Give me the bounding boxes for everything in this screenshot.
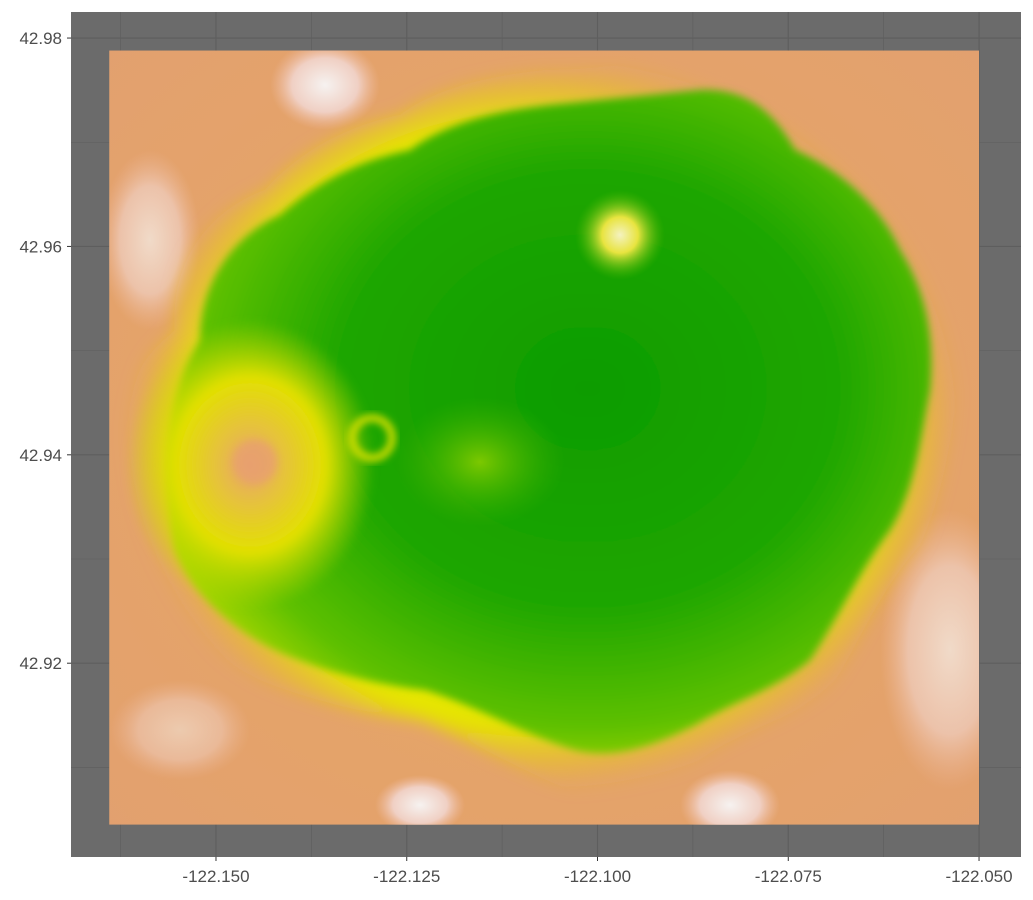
slope-highlight <box>109 150 200 330</box>
y-tick-label: 42.96 <box>19 237 62 256</box>
central-platform <box>395 397 565 527</box>
x-tick-label: -122.125 <box>373 867 440 886</box>
peak-highlight <box>680 770 780 825</box>
small-cone <box>348 414 396 462</box>
elevation-raster <box>109 50 980 825</box>
y-axis-tick-labels: 42.92 42.94 42.96 42.98 <box>19 29 62 673</box>
slope-highlight <box>880 510 980 790</box>
caldera-lake <box>168 89 932 754</box>
y-tick-label: 42.92 <box>19 654 62 673</box>
wizard-island-summit <box>233 440 277 484</box>
x-axis-tick-labels: -122.150 -122.125 -122.100 -122.075 -122.050 <box>182 867 1012 886</box>
x-tick-label: -122.150 <box>182 867 249 886</box>
x-tick-label: -122.075 <box>755 867 822 886</box>
x-tick-label: -122.050 <box>945 867 1012 886</box>
slope-highlight <box>110 680 250 780</box>
x-tick-label: -122.100 <box>564 867 631 886</box>
merriam-cone <box>575 190 665 280</box>
y-tick-label: 42.98 <box>19 29 62 48</box>
peak-highlight <box>375 775 465 825</box>
peak-highlight <box>270 50 380 130</box>
axis-ticks <box>67 37 980 861</box>
y-tick-label: 42.94 <box>19 446 62 465</box>
